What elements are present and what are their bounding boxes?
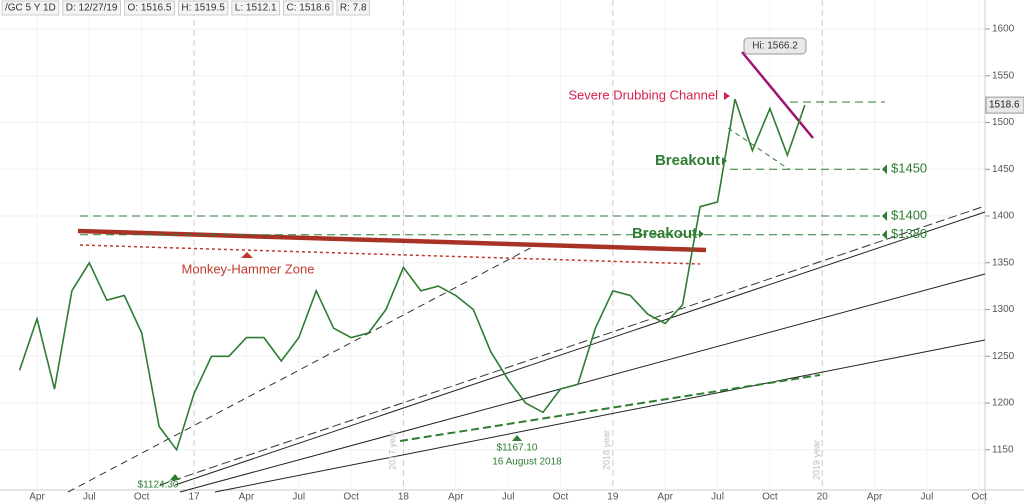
x-tick-label: Oct — [972, 492, 988, 503]
y-tick-label: 1450 — [992, 164, 1015, 175]
header-field: R: 7.8 — [340, 3, 367, 14]
x-tick-label: Jul — [711, 492, 724, 503]
y-tick-label: 1400 — [992, 211, 1015, 222]
annotation: 2018 year — [601, 430, 611, 470]
series: 1518.6 — [18, 96, 1024, 452]
level-marker — [882, 229, 887, 240]
header-box — [336, 0, 371, 16]
marker — [170, 474, 180, 480]
x-tick-label: Apr — [239, 492, 255, 503]
header-field: O: 1516.5 — [128, 3, 172, 14]
annotation: 2019 year — [811, 440, 821, 480]
trend-line — [159, 205, 986, 486]
annotations: Hi: 1566.2 Severe Drubbing Channel Breakou… — [138, 37, 821, 491]
annotation: Monkey-Hammer Zone — [182, 261, 315, 276]
annotation: 16 August 2018 — [492, 457, 562, 468]
x-tick-label: 19 — [607, 492, 619, 503]
header-box — [231, 0, 281, 16]
marker — [512, 435, 522, 441]
x-tick-label: Jul — [502, 492, 515, 503]
y-tick-label: 1500 — [992, 117, 1015, 128]
header-box — [62, 0, 121, 16]
trend-line — [67, 242, 541, 493]
level-marker — [882, 211, 887, 222]
last-price-box — [985, 96, 1024, 114]
x-tick-label: Apr — [448, 492, 464, 503]
header-box — [177, 0, 229, 16]
price-line — [18, 98, 806, 452]
header-box — [124, 0, 175, 16]
annotation: Breakout — [655, 152, 720, 169]
x-tick-label: 18 — [398, 492, 410, 503]
marker — [724, 92, 730, 100]
header-field: L: 1512.1 — [235, 3, 277, 14]
y-tick-label: 1350 — [992, 257, 1015, 268]
marker — [241, 252, 253, 258]
y-tick-label: 1600 — [992, 24, 1015, 35]
x-tick-label: 17 — [188, 492, 200, 503]
x-tick-label: Jul — [921, 492, 934, 503]
x-tick-label: Oct — [343, 492, 359, 503]
trend-lines — [67, 51, 986, 493]
x-tick-label: 20 — [817, 492, 829, 503]
level-label: $1400 — [891, 207, 927, 222]
y-tick-label: 1300 — [992, 304, 1015, 315]
levels: $1450 $1400 $1380 — [80, 161, 927, 241]
resistance-line — [77, 228, 707, 253]
header-box — [283, 0, 334, 16]
y-tick-label: 1150 — [992, 444, 1014, 455]
trend-line — [174, 211, 986, 486]
y-tick-label: 1200 — [992, 398, 1015, 409]
level-marker — [882, 164, 887, 175]
x-tick-label: Oct — [134, 492, 150, 503]
last-price-label: 1518.6 — [989, 100, 1020, 111]
x-tick-label: Oct — [553, 492, 569, 503]
header-field: C: 1518.6 — [287, 3, 331, 14]
annotation: $1167.10 — [497, 443, 538, 454]
annotation: Severe Drubbing Channel — [568, 87, 718, 102]
x-tick-label: Apr — [867, 492, 883, 503]
header-field: H: 1519.5 — [181, 3, 225, 14]
level-label: $1380 — [891, 226, 927, 241]
header-field: /GC 5 Y 1D — [5, 3, 56, 14]
annotation: $1124.30 — [138, 480, 179, 491]
x-tick-label: Oct — [762, 492, 778, 503]
annotation: Hi: 1566.2 — [752, 41, 798, 52]
y-tick-label: 1550 — [992, 70, 1015, 81]
zone-line — [79, 244, 701, 265]
header-field: D: 12/27/19 — [66, 3, 118, 14]
trend-line — [214, 339, 986, 493]
annotation: 2017 year — [387, 430, 397, 470]
trend-line — [399, 374, 821, 442]
annotation: Breakout — [632, 225, 697, 242]
level-label: $1450 — [891, 161, 927, 176]
x-tick-label: Jul — [83, 492, 96, 503]
hi-box — [743, 37, 807, 55]
marker — [699, 230, 704, 238]
x-tick-label: Apr — [29, 492, 45, 503]
channel-line — [727, 127, 791, 171]
header: /GC 5 Y 1D D: 12/27/19 O: 1516.5 H: 1519.5 L… — [1, 0, 371, 16]
channel-line — [741, 51, 814, 139]
x-tick-label: Jul — [292, 492, 305, 503]
trend-line — [179, 273, 986, 493]
x-tick-label: Apr — [657, 492, 673, 503]
header-box — [1, 0, 60, 16]
y-tick-label: 1250 — [992, 351, 1015, 362]
